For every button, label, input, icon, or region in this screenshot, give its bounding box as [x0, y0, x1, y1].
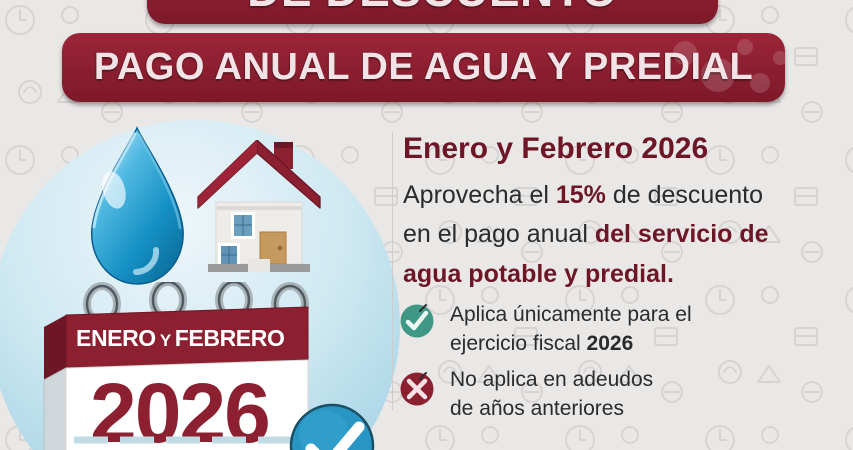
svg-text:ENERO Y FEBRERO: ENERO Y FEBRERO — [76, 325, 284, 351]
